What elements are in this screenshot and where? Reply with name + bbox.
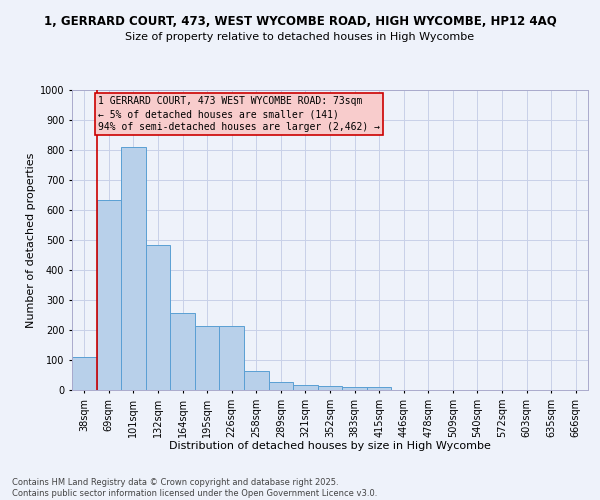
Bar — [121, 147, 146, 390]
X-axis label: Distribution of detached houses by size in High Wycombe: Distribution of detached houses by size … — [169, 442, 491, 452]
Bar — [146, 244, 170, 390]
Bar — [342, 386, 367, 390]
Bar — [195, 326, 220, 390]
Text: 1 GERRARD COURT, 473 WEST WYCOMBE ROAD: 73sqm
← 5% of detached houses are smalle: 1 GERRARD COURT, 473 WEST WYCOMBE ROAD: … — [98, 96, 380, 132]
Bar — [367, 387, 391, 390]
Bar — [170, 313, 195, 390]
Bar — [97, 200, 121, 390]
Bar — [269, 382, 293, 390]
Bar — [244, 370, 269, 390]
Text: Contains HM Land Registry data © Crown copyright and database right 2025.
Contai: Contains HM Land Registry data © Crown c… — [12, 478, 377, 498]
Bar — [318, 386, 342, 390]
Text: 1, GERRARD COURT, 473, WEST WYCOMBE ROAD, HIGH WYCOMBE, HP12 4AQ: 1, GERRARD COURT, 473, WEST WYCOMBE ROAD… — [44, 15, 556, 28]
Bar — [72, 357, 97, 390]
Bar — [293, 384, 318, 390]
Bar — [220, 326, 244, 390]
Y-axis label: Number of detached properties: Number of detached properties — [26, 152, 35, 328]
Text: Size of property relative to detached houses in High Wycombe: Size of property relative to detached ho… — [125, 32, 475, 42]
